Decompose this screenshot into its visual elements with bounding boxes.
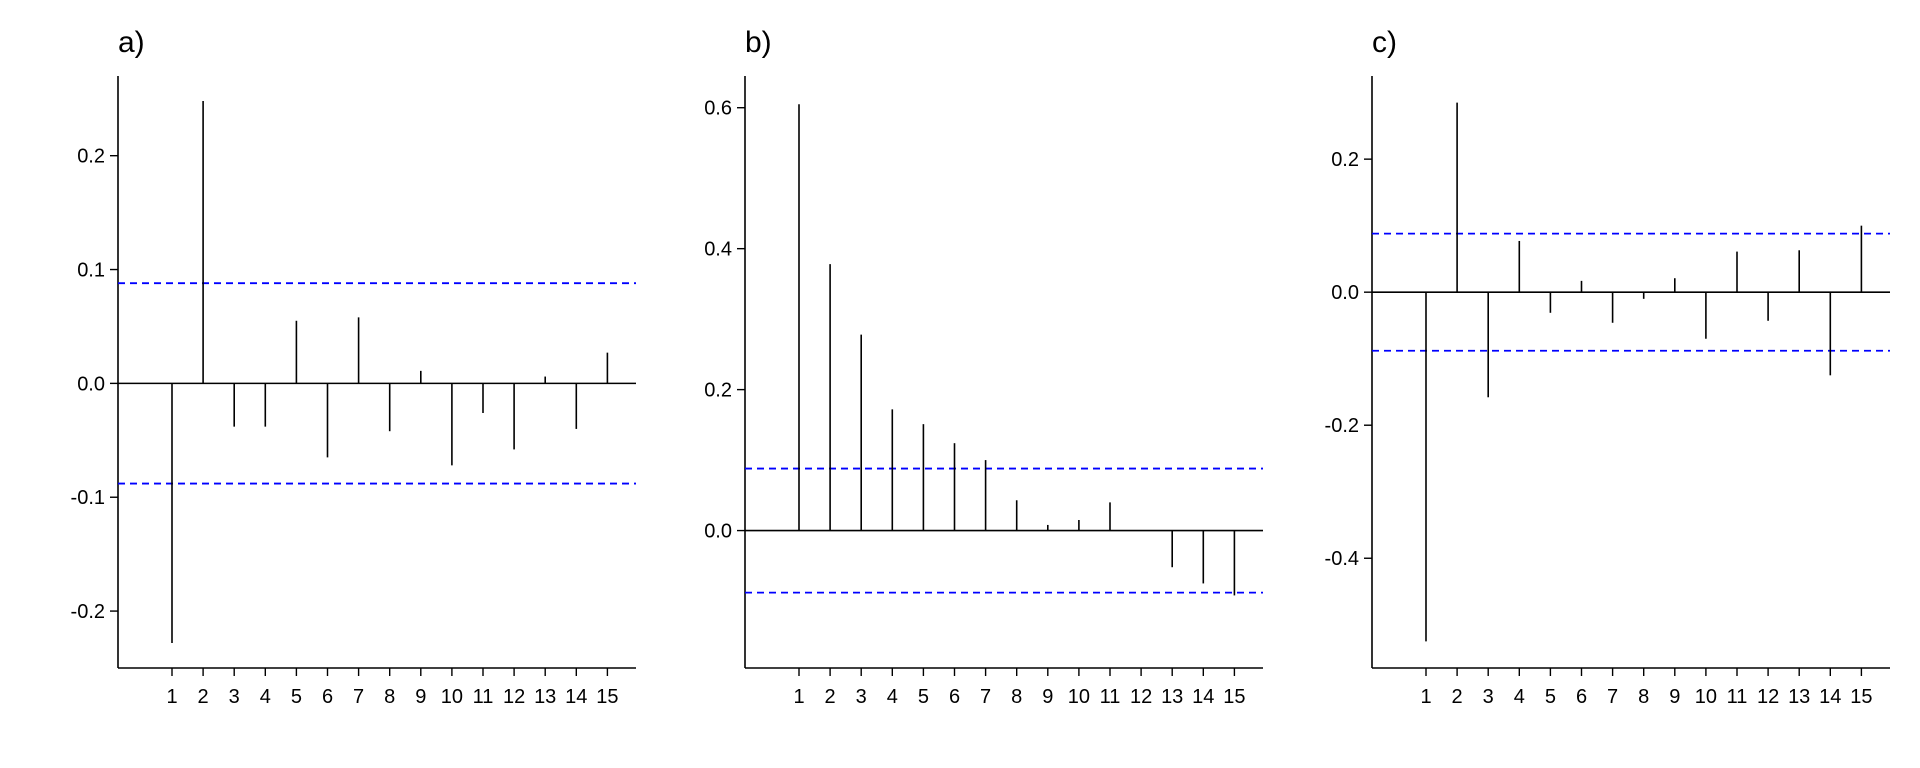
x-tick-label: 7 bbox=[353, 686, 364, 708]
acf-plot-c: -0.4-0.20.00.21 2 3 4 5 6 7 8 9 10 11 12 13 14 15 bbox=[1325, 76, 1890, 708]
x-tick-label: 15 bbox=[1850, 686, 1872, 708]
x-tick-label: 15 bbox=[596, 686, 618, 708]
panel-title-b: b) bbox=[745, 26, 772, 59]
x-tick-label: 13 bbox=[534, 686, 556, 708]
y-tick-label: -0.1 bbox=[71, 487, 105, 509]
y-tick-label: -0.4 bbox=[1325, 548, 1359, 570]
y-tick-label: 0.2 bbox=[704, 380, 732, 402]
x-tick-label: 2 bbox=[198, 686, 209, 708]
x-tick-label: 10 bbox=[1068, 686, 1090, 708]
x-tick-label: 5 bbox=[1545, 686, 1556, 708]
x-tick-label: 6 bbox=[322, 686, 333, 708]
x-tick-label: 12 bbox=[503, 686, 525, 708]
x-tick-label: 6 bbox=[1576, 686, 1587, 708]
x-tick-label: 10 bbox=[441, 686, 463, 708]
x-tick-label: 5 bbox=[291, 686, 302, 708]
x-tick-label: 8 bbox=[384, 686, 395, 708]
y-tick-label: 0.0 bbox=[1331, 282, 1359, 304]
x-tick-label: 4 bbox=[260, 686, 271, 708]
x-tick-label: 13 bbox=[1788, 686, 1810, 708]
y-tick-label: 0.0 bbox=[704, 521, 732, 543]
x-tick-label: 8 bbox=[1638, 686, 1649, 708]
x-tick-label: 14 bbox=[1192, 686, 1214, 708]
x-tick-label: 13 bbox=[1161, 686, 1183, 708]
x-tick-label: 11 bbox=[1100, 686, 1121, 708]
acf-panel-b: b) 0.0 0.2 0.4 0.6 1 2 3 4 5 6 7 8 9 10 11 12 13 14 15 bbox=[627, 0, 1267, 768]
acf-panel-c: c) -0.4 -0.2 0.0 0.2 1 2 3 4 5 6 7 8 9 10 11 12 13 14 15 bbox=[1254, 0, 1894, 768]
y-tick-label: 0.2 bbox=[1331, 149, 1359, 171]
x-tick-label: 11 bbox=[1727, 686, 1748, 708]
y-tick-label: 0.6 bbox=[704, 98, 732, 120]
x-tick-label: 4 bbox=[1514, 686, 1525, 708]
x-tick-label: 2 bbox=[1452, 686, 1463, 708]
x-tick-label: 1 bbox=[1420, 686, 1431, 708]
y-tick-label: 0.4 bbox=[704, 239, 732, 261]
x-tick-label: 7 bbox=[980, 686, 991, 708]
y-tick-label: -0.2 bbox=[1325, 415, 1359, 437]
x-tick-label: 10 bbox=[1695, 686, 1717, 708]
x-tick-label: 6 bbox=[949, 686, 960, 708]
x-tick-label: 12 bbox=[1757, 686, 1779, 708]
x-tick-label: 5 bbox=[918, 686, 929, 708]
panel-title-a: a) bbox=[118, 26, 145, 59]
x-tick-label: 11 bbox=[473, 686, 494, 708]
x-tick-label: 1 bbox=[793, 686, 804, 708]
y-tick-label: -0.2 bbox=[71, 601, 105, 623]
x-tick-label: 3 bbox=[856, 686, 867, 708]
y-tick-label: 0.0 bbox=[77, 373, 105, 395]
x-tick-label: 2 bbox=[825, 686, 836, 708]
acf-plot-b: 0.00.20.40.61 2 3 4 5 6 7 8 9 10 11 12 13 14 15 bbox=[704, 76, 1263, 708]
y-tick-label: 0.1 bbox=[77, 260, 105, 282]
x-tick-label: 4 bbox=[887, 686, 898, 708]
x-tick-label: 3 bbox=[1483, 686, 1494, 708]
y-tick-label: 0.2 bbox=[77, 146, 105, 168]
x-tick-label: 7 bbox=[1607, 686, 1618, 708]
panel-title-c: c) bbox=[1372, 26, 1397, 59]
acf-plot-a: -0.2-0.10.00.10.21 2 3 4 5 6 7 8 9 10 11 12 13 14 15 bbox=[71, 76, 636, 708]
x-tick-label: 14 bbox=[1819, 686, 1841, 708]
x-tick-label: 9 bbox=[1042, 686, 1053, 708]
x-tick-label: 1 bbox=[166, 686, 177, 708]
x-tick-label: 12 bbox=[1130, 686, 1152, 708]
x-tick-label: 14 bbox=[565, 686, 587, 708]
x-tick-label: 15 bbox=[1223, 686, 1245, 708]
x-tick-label: 9 bbox=[415, 686, 426, 708]
x-tick-label: 3 bbox=[229, 686, 240, 708]
acf-panel-a: a) -0.2 -0.1 0.0 0.1 0.2 1 2 3 4 5 6 7 8 9 10 11 12 13 14 1… bbox=[0, 0, 640, 768]
x-tick-label: 9 bbox=[1669, 686, 1680, 708]
x-tick-label: 8 bbox=[1011, 686, 1022, 708]
